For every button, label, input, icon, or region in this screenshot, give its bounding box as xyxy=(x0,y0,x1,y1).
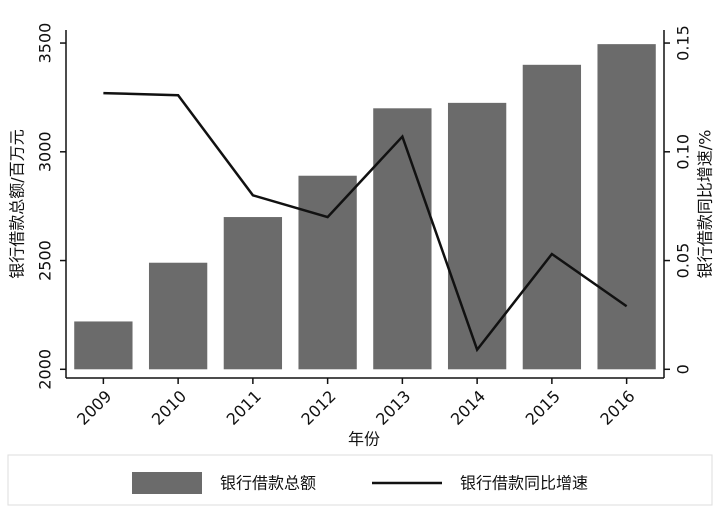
x-axis-title: 年份 xyxy=(348,430,380,449)
legend-label: 银行借款总额 xyxy=(220,474,316,493)
legend-frame xyxy=(7,454,713,506)
x-tick-label: 2011 xyxy=(223,387,265,429)
bar xyxy=(597,44,656,370)
bar xyxy=(74,321,133,370)
x-tick-label: 2016 xyxy=(596,387,638,429)
y2-tick-label: 0.15 xyxy=(674,25,693,61)
y-tick-label: 2000 xyxy=(36,349,55,390)
y2-tick-label: 0 xyxy=(674,364,693,374)
y2-axis-title: 银行借款同比增速/% xyxy=(696,130,715,279)
x-tick-label: 2013 xyxy=(372,387,414,429)
bar xyxy=(522,64,582,370)
line xyxy=(103,91,628,353)
y2-tick-label: 0.10 xyxy=(674,134,693,170)
bar xyxy=(223,217,283,370)
y-tick-label: 3500 xyxy=(36,23,55,64)
legend-swatch xyxy=(132,472,202,494)
legend-label: 银行借款同比增速 xyxy=(460,474,588,493)
bar xyxy=(148,262,208,370)
bar xyxy=(447,102,507,370)
y-tick-label: 3000 xyxy=(36,131,55,172)
bar xyxy=(373,108,432,370)
bar xyxy=(298,175,357,370)
y-axis-title: 银行借款总额/百万元 xyxy=(8,129,27,278)
y2-tick-label: 0.05 xyxy=(674,243,693,279)
x-tick-label: 2015 xyxy=(522,387,564,429)
x-tick-label: 2014 xyxy=(447,387,489,429)
x-tick-label: 2009 xyxy=(73,387,115,429)
x-tick-label: 2010 xyxy=(148,387,190,429)
x-tick-label: 2012 xyxy=(297,387,339,429)
y-tick-label: 2500 xyxy=(36,240,55,281)
